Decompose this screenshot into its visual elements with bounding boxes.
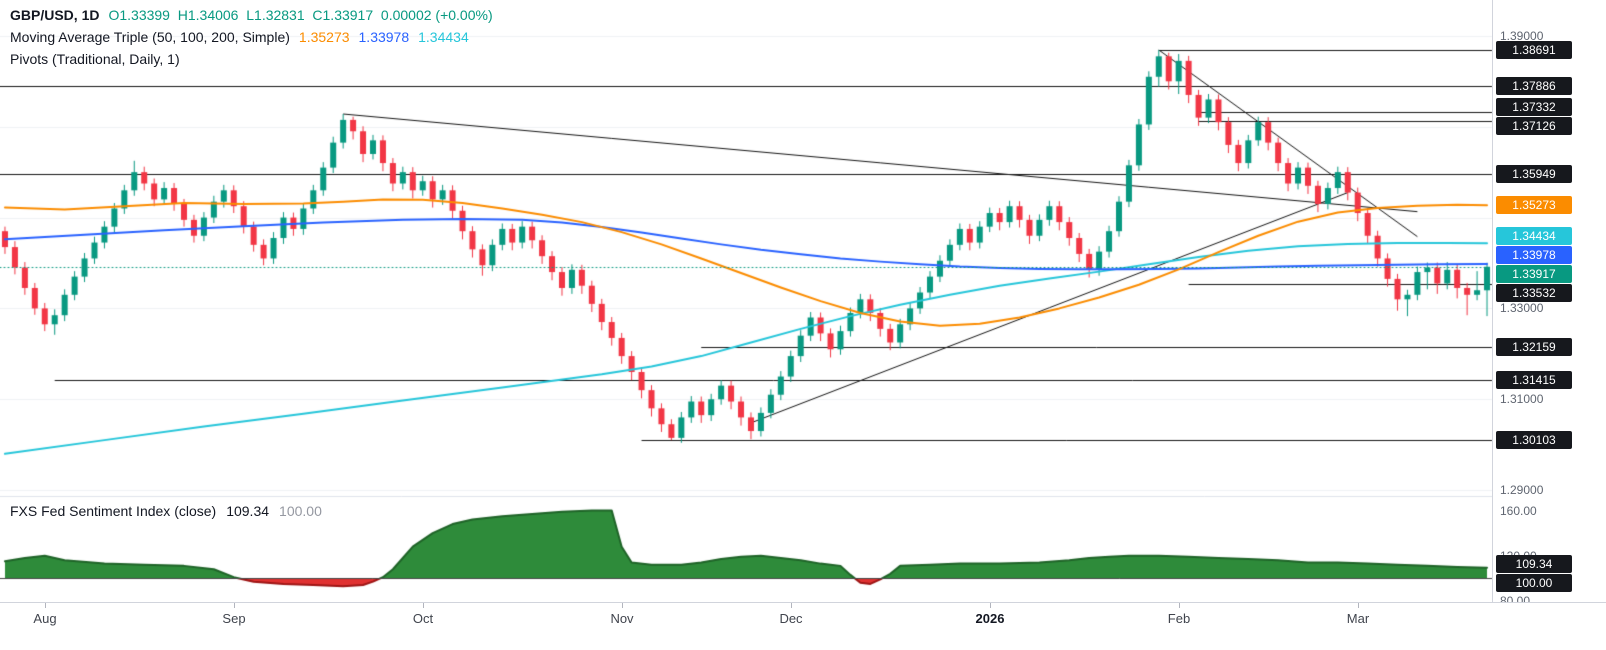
ma-indicator-row: Moving Average Triple (50, 100, 200, Sim… <box>10 26 493 48</box>
time-axis[interactable]: Aug Sep Oct Nov Dec 2026 Feb Mar <box>0 602 1606 650</box>
symbol-row: GBP/USD, 1D O1.33399 H1.34006 L1.32831 C… <box>10 4 493 26</box>
ma200-value: 1.34434 <box>418 29 469 45</box>
ohlc-readout: O1.33399 H1.34006 L1.32831 C1.33917 0.00… <box>108 7 493 23</box>
time-axis-label: Mar <box>1346 611 1370 626</box>
price-axis-badge: 1.33532 <box>1496 283 1572 302</box>
sentiment-indicator-title[interactable]: FXS Fed Sentiment Index (close) <box>10 503 217 519</box>
price-axis[interactable]: 1.390001.330001.310001.29000160.00120.00… <box>1492 0 1606 608</box>
pivots-indicator-title[interactable]: Pivots (Traditional, Daily, 1) <box>10 51 180 67</box>
ma-indicator-title[interactable]: Moving Average Triple (50, 100, 200, Sim… <box>10 29 290 45</box>
time-axis-tick <box>1358 603 1359 608</box>
axis-scale-label: 1.31000 <box>1500 392 1544 407</box>
price-axis-badge: 1.37886 <box>1496 77 1572 96</box>
time-axis-tick <box>45 603 46 608</box>
time-axis-tick <box>1179 603 1180 608</box>
price-axis-badge: 1.33917 <box>1496 265 1572 284</box>
time-axis-label: 2026 <box>975 611 1005 626</box>
chart-legend: GBP/USD, 1D O1.33399 H1.34006 L1.32831 C… <box>10 4 493 70</box>
sentiment-axis-badge: 109.34 <box>1496 554 1572 573</box>
time-axis-label: Aug <box>33 611 57 626</box>
ma50-value: 1.35273 <box>298 29 350 45</box>
sentiment-value: 109.34 <box>226 503 270 519</box>
sentiment-axis-badge: 100.00 <box>1496 573 1572 592</box>
time-axis-tick <box>423 603 424 608</box>
price-axis-badge: 1.30103 <box>1496 430 1572 449</box>
price-axis-badge: 1.38691 <box>1496 40 1572 59</box>
symbol-title[interactable]: GBP/USD, 1D <box>10 7 100 23</box>
price-axis-badge: 1.37332 <box>1496 97 1572 116</box>
price-axis-badge: 1.32159 <box>1496 337 1572 356</box>
axis-scale-label: 160.00 <box>1500 503 1537 518</box>
axis-scale-label: 1.39000 <box>1500 28 1544 43</box>
ma100-value: 1.33978 <box>358 29 410 45</box>
time-axis-tick <box>990 603 991 608</box>
price-axis-badge: 1.31415 <box>1496 371 1572 390</box>
time-axis-tick <box>622 603 623 608</box>
time-axis-label: Nov <box>610 611 634 626</box>
axis-scale-label: 1.29000 <box>1500 483 1544 498</box>
time-axis-label: Feb <box>1167 611 1191 626</box>
time-axis-label: Sep <box>222 611 246 626</box>
time-axis-tick <box>234 603 235 608</box>
price-axis-badge: 1.37126 <box>1496 116 1572 135</box>
time-axis-label: Oct <box>412 611 434 626</box>
sentiment-legend: FXS Fed Sentiment Index (close) 109.34 1… <box>10 503 322 519</box>
time-axis-label: Dec <box>779 611 803 626</box>
time-axis-tick <box>791 603 792 608</box>
sentiment-baseline-value: 100.00 <box>279 503 322 519</box>
price-axis-badge: 1.35273 <box>1496 196 1572 215</box>
price-axis-badge: 1.35949 <box>1496 165 1572 184</box>
axis-scale-label: 1.33000 <box>1500 301 1544 316</box>
price-axis-badge: 1.33978 <box>1496 246 1572 265</box>
price-axis-badge: 1.34434 <box>1496 227 1572 246</box>
pivots-indicator-row: Pivots (Traditional, Daily, 1) <box>10 48 493 70</box>
